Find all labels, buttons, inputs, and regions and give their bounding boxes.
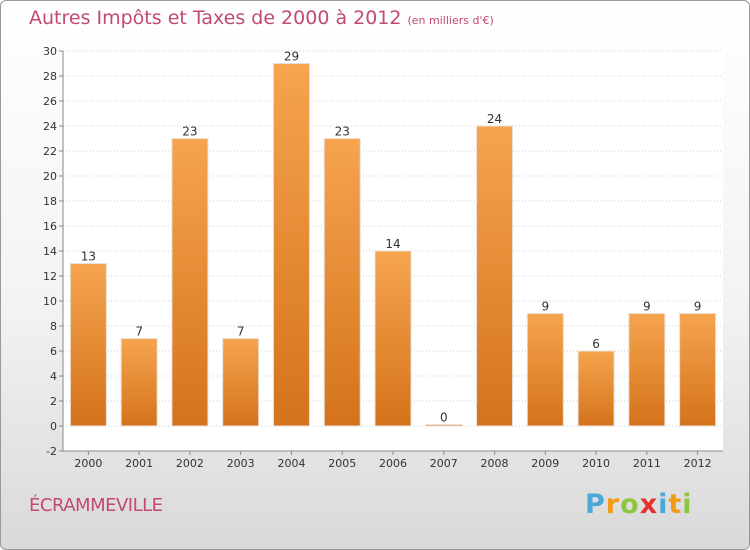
y-tick-label: 20	[43, 170, 57, 183]
y-tick-label: 12	[43, 270, 57, 283]
value-label-2002: 23	[182, 125, 197, 139]
chart-title: Autres Impôts et Taxes de 2000 à 2012 (en…	[29, 7, 494, 29]
value-label-2004: 29	[284, 50, 299, 64]
bar-2001	[120, 338, 158, 427]
value-label-2011: 9	[643, 300, 651, 314]
logo-letter: r	[605, 489, 621, 520]
x-tick-label-2002: 2002	[176, 457, 204, 470]
y-tick-label: 10	[43, 295, 57, 308]
x-tick-label-2010: 2010	[582, 457, 610, 470]
logo-letter: x	[639, 489, 659, 520]
value-label-2005: 23	[335, 125, 350, 139]
y-tick-label: 30	[43, 45, 57, 58]
y-tick-label: 0	[50, 420, 57, 433]
commune-name: ÉCRAMMEVILLE	[29, 495, 163, 516]
x-tick-label-2003: 2003	[227, 457, 255, 470]
y-tick-label: 18	[43, 195, 57, 208]
y-tick-label: 16	[43, 220, 57, 233]
logo-letter: i	[658, 489, 669, 520]
y-tick-label: 4	[50, 370, 57, 383]
y-tick-label: 6	[50, 345, 57, 358]
bar-2005	[323, 138, 361, 427]
value-label-2007: 0	[440, 411, 448, 425]
logo-letter: t	[668, 489, 683, 520]
logo-letter: i	[682, 489, 693, 520]
proxiti-logo[interactable]: Proxiti	[585, 489, 693, 520]
bar-2008	[476, 125, 514, 427]
y-tick-label: 22	[43, 145, 57, 158]
y-tick-label: 14	[43, 245, 57, 258]
value-label-2000: 13	[81, 250, 96, 264]
y-tick-label: 26	[43, 95, 57, 108]
logo-letter: o	[620, 489, 640, 520]
value-label-2009: 9	[541, 300, 549, 314]
y-tick-label: 28	[43, 70, 57, 83]
bar-2000	[69, 263, 107, 427]
value-label-2001: 7	[135, 325, 143, 339]
bar-2009	[526, 313, 564, 427]
value-label-2006: 14	[385, 237, 400, 251]
logo-letter: P	[585, 489, 606, 520]
x-tick-label-2000: 2000	[74, 457, 102, 470]
bar-2004	[272, 63, 310, 427]
chart-subtitle: (en milliers d'€)	[407, 14, 494, 27]
x-tick-label-2004: 2004	[277, 457, 305, 470]
bar-2007	[425, 424, 463, 427]
chart-title-text: Autres Impôts et Taxes de 2000 à 2012	[29, 7, 402, 29]
bar-2003	[222, 338, 260, 427]
bar-2010	[577, 350, 615, 427]
value-label-2010: 6	[592, 337, 600, 351]
y-tick-label: 2	[50, 395, 57, 408]
x-tick-label-2007: 2007	[430, 457, 458, 470]
bar-2011	[628, 313, 666, 427]
y-tick-label: -2	[46, 445, 57, 458]
value-label-2012: 9	[694, 300, 702, 314]
x-tick-label-2006: 2006	[379, 457, 407, 470]
x-tick-label-2012: 2012	[684, 457, 712, 470]
y-tick-label: 24	[43, 120, 57, 133]
y-tick-label: 8	[50, 320, 57, 333]
bar-2012	[679, 313, 717, 427]
x-tick-label-2005: 2005	[328, 457, 356, 470]
bar-2002	[171, 138, 209, 427]
x-tick-label-2008: 2008	[481, 457, 509, 470]
bar-2006	[374, 250, 412, 427]
value-label-2008: 24	[487, 112, 502, 126]
x-tick-label-2009: 2009	[531, 457, 559, 470]
x-tick-label-2001: 2001	[125, 457, 153, 470]
value-label-2003: 7	[237, 325, 245, 339]
x-tick-label-2011: 2011	[633, 457, 661, 470]
